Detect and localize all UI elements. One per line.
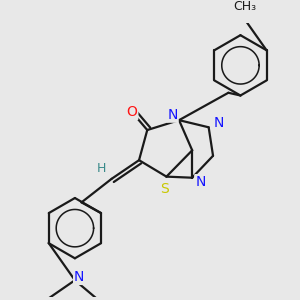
Text: S: S (160, 182, 169, 196)
Text: N: N (195, 175, 206, 189)
Text: N: N (74, 270, 85, 284)
Text: CH₃: CH₃ (233, 0, 256, 13)
Text: N: N (213, 116, 224, 130)
Text: H: H (97, 163, 106, 176)
Text: N: N (167, 108, 178, 122)
Text: O: O (127, 105, 137, 119)
